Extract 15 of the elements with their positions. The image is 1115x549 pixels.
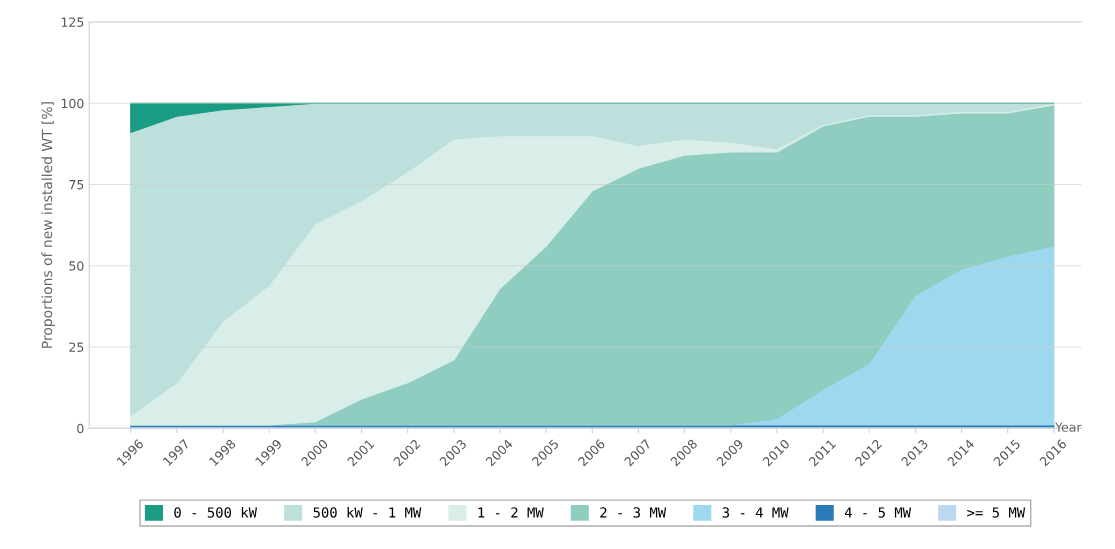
y-axis-title: Proportions of new installed WT [%]	[41, 102, 55, 348]
legend-label: 0 - 500 kW	[174, 506, 258, 518]
y-tick-label: 125	[61, 17, 84, 27]
legend-label: >= 5 MW	[967, 507, 1026, 518]
legend-label: 500 kW - 1 MW	[313, 506, 422, 518]
legend-label: 3 - 4 MW	[722, 507, 789, 518]
legend-label: 2 - 3 MW	[600, 507, 667, 518]
legend-label: 4 - 5 MW	[844, 507, 912, 518]
y-tick-label: 25	[69, 342, 84, 352]
y-tick-label: 75	[69, 180, 84, 190]
legend-label: 1 - 2 MW	[478, 507, 544, 518]
y-tick-label: 50	[69, 261, 84, 271]
x-axis-title: Year	[1055, 422, 1082, 432]
y-tick-label: 0	[77, 423, 84, 434]
y-tick-label: 100	[61, 98, 84, 109]
